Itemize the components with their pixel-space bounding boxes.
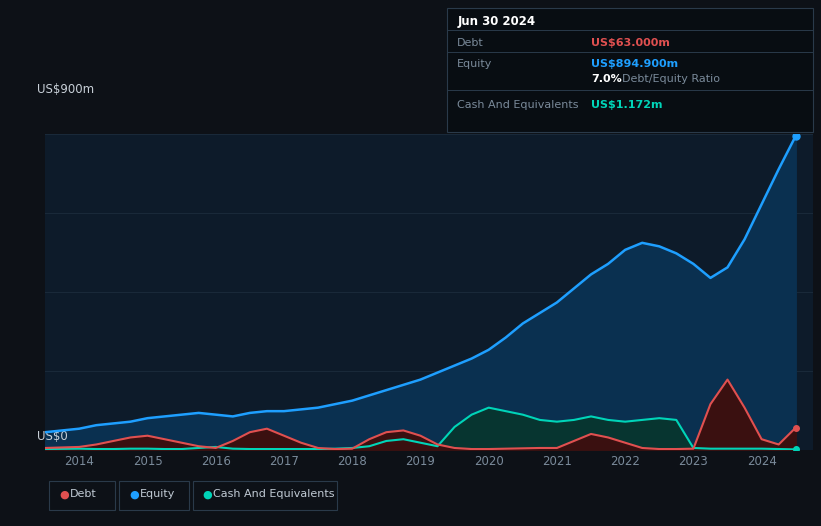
- Text: US$894.900m: US$894.900m: [591, 59, 678, 69]
- Text: Equity: Equity: [140, 489, 175, 500]
- Text: ●: ●: [203, 489, 213, 500]
- Text: US$1.172m: US$1.172m: [591, 100, 663, 110]
- Text: Equity: Equity: [457, 59, 493, 69]
- Text: Debt/Equity Ratio: Debt/Equity Ratio: [622, 74, 720, 84]
- Text: US$63.000m: US$63.000m: [591, 38, 670, 48]
- Text: 7.0%: 7.0%: [591, 74, 621, 84]
- Text: Cash And Equivalents: Cash And Equivalents: [213, 489, 335, 500]
- Text: Cash And Equivalents: Cash And Equivalents: [457, 100, 579, 110]
- Text: Jun 30 2024: Jun 30 2024: [457, 15, 535, 28]
- Text: ●: ●: [59, 489, 69, 500]
- Text: Debt: Debt: [457, 38, 484, 48]
- Text: Debt: Debt: [70, 489, 97, 500]
- Text: ●: ●: [129, 489, 139, 500]
- Text: US$900m: US$900m: [38, 83, 94, 96]
- Text: US$0: US$0: [38, 430, 68, 443]
